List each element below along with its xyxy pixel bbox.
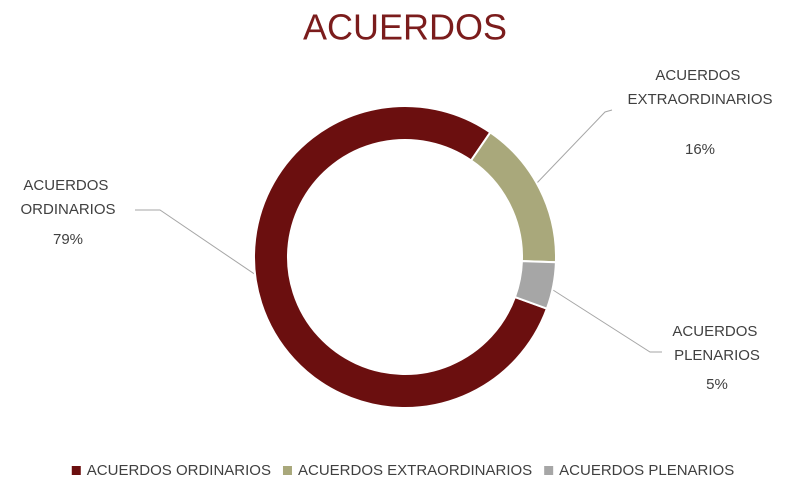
legend-label: ACUERDOS EXTRAORDINARIOS	[298, 462, 532, 479]
donut-segment	[253, 105, 549, 409]
data-label-category: ACUERDOS EXTRAORDINARIOS	[627, 67, 772, 108]
donut-segment	[513, 260, 557, 310]
data-label-value: 5%	[706, 376, 728, 393]
legend-swatch	[544, 466, 554, 475]
legend: ACUERDOS ORDINARIOS ACUERDOS EXTRAORDINAR…	[71, 462, 734, 479]
chart-title: ACUERDOS	[303, 7, 507, 48]
legend-label: ACUERDOS ORDINARIOS	[87, 462, 271, 479]
leader-line	[534, 109, 613, 186]
data-label-category: ACUERDOS PLENARIOS	[672, 323, 761, 364]
data-label-category: ACUERDOS ORDINARIOS	[20, 177, 115, 218]
leader-line	[135, 209, 279, 291]
donut-segment	[469, 131, 557, 264]
legend-swatch	[71, 466, 81, 475]
legend-swatch	[282, 466, 292, 475]
data-label-value: 16%	[685, 141, 715, 158]
data-label-value: 79%	[53, 231, 83, 248]
leader-line	[552, 289, 662, 353]
legend-label: ACUERDOS PLENARIOS	[559, 462, 734, 479]
